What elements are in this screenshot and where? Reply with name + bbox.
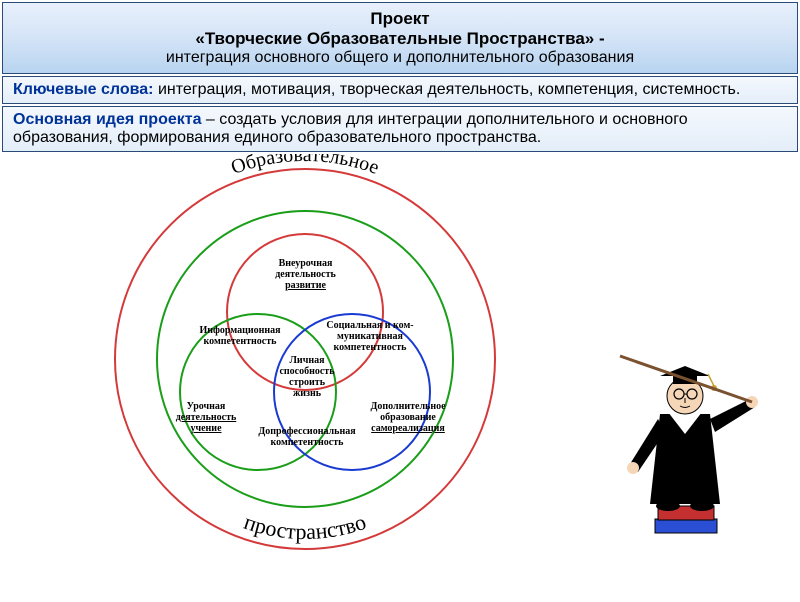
keywords-text: интеграция, мотивация, творческая деятел… (154, 81, 741, 98)
label-left-circle: Урочнаядеятельностьучение (167, 401, 245, 434)
keywords-label: Ключевые слова: (13, 81, 154, 98)
title-box: Проект «Творческие Образовательные Прост… (2, 2, 798, 74)
label-right-overlap: Социальная и ком-муникативнаякомпетентно… (320, 320, 420, 353)
label-bottom-center: Допрофессиональнаякомпетентность (255, 426, 359, 448)
diagram: Образовательное пространство Внеурочная … (0, 154, 800, 564)
title-line2: «Творческие Образовательные Пространства… (13, 29, 787, 49)
title-line1: Проект (13, 9, 787, 29)
idea-box: Основная идея проекта – создать условия … (2, 106, 798, 152)
title-line3: интеграция основного общего и дополнител… (13, 49, 787, 67)
label-top-circle: Внеурочная деятельностьразвитие (253, 258, 358, 291)
label-left-overlap: Информационнаякомпетентность (195, 325, 285, 347)
keywords-box: Ключевые слова: интеграция, мотивация, т… (2, 76, 798, 104)
label-center: Личнаяспособностьстроитьжизнь (273, 355, 341, 399)
svg-text:пространство: пространство (241, 509, 369, 544)
svg-text:Образовательное: Образовательное (228, 154, 382, 179)
label-right-circle: Дополнительноеобразованиесамореализация (362, 401, 454, 434)
teacher-figure (610, 354, 770, 544)
idea-label: Основная идея проекта (13, 111, 201, 128)
